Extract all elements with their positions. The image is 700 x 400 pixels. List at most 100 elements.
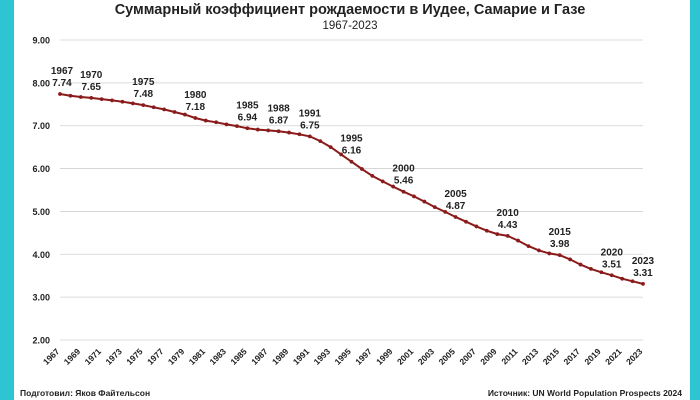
chart-title: Суммарный коэффициент рождаемости в Иуде…	[114, 2, 586, 18]
x-tick-label: 2009	[478, 346, 499, 367]
author-credit: Подготовил: Яков Файтельсон	[20, 388, 151, 398]
data-label-year: 1967	[51, 66, 74, 77]
data-point	[360, 167, 364, 171]
x-tick-label: 1967	[41, 346, 62, 367]
data-label-year: 2000	[392, 164, 415, 175]
x-tick-label: 2017	[561, 346, 582, 367]
data-point	[214, 120, 219, 125]
data-point	[235, 124, 239, 129]
x-tick-label: 1969	[62, 346, 83, 367]
data-label-year: 2005	[444, 189, 467, 200]
x-tick-label: 2001	[395, 346, 416, 367]
data-point	[307, 134, 312, 139]
data-point	[432, 205, 437, 210]
data-point	[401, 189, 406, 194]
x-tick-label: 2003	[416, 346, 437, 367]
data-label-year: 1988	[268, 103, 291, 114]
x-tick-label: 1989	[270, 346, 291, 367]
data-point	[349, 159, 354, 164]
x-tick-label: 1993	[312, 346, 333, 367]
right-accent-bar	[690, 0, 700, 400]
x-tick-label: 1983	[208, 346, 229, 367]
data-point	[495, 232, 500, 237]
x-tick-label: 1995	[332, 346, 353, 367]
data-label-value: 3.98	[550, 239, 570, 250]
y-tick-label: 7.00	[32, 121, 50, 131]
x-tick-label: 1979	[166, 346, 187, 367]
series-line	[59, 93, 644, 285]
y-tick-label: 2.00	[32, 336, 50, 346]
data-point	[453, 215, 458, 219]
x-tick-label: 2015	[541, 346, 562, 367]
data-point	[276, 129, 281, 134]
data-point	[172, 110, 177, 114]
data-point	[630, 279, 635, 284]
data-label-value: 3.31	[633, 268, 653, 279]
data-point	[422, 199, 427, 204]
data-label-year: 1995	[340, 134, 363, 145]
data-label-year: 2015	[549, 227, 572, 238]
left-accent-bar	[0, 0, 14, 400]
x-tick-label: 2007	[457, 346, 478, 367]
data-point	[547, 251, 552, 256]
data-point	[99, 97, 104, 102]
data-label-year: 1970	[80, 70, 103, 81]
data-point	[557, 253, 562, 258]
x-tick-label: 2005	[437, 346, 458, 367]
data-point	[464, 219, 468, 224]
x-tick-label: 1991	[291, 346, 312, 367]
data-label-year: 1991	[299, 108, 322, 119]
data-point	[609, 273, 614, 278]
data-point	[318, 139, 323, 144]
source-credit: Источник: UN World Population Prospects …	[487, 388, 682, 398]
data-point	[287, 130, 291, 135]
data-label-year: 2023	[632, 256, 655, 267]
data-label-value: 4.87	[446, 201, 466, 212]
y-tick-label: 3.00	[32, 293, 50, 303]
data-point	[183, 112, 187, 117]
x-tick-label: 1999	[374, 346, 395, 367]
data-point	[224, 122, 229, 127]
data-label-value: 6.75	[300, 120, 320, 131]
data-point	[370, 173, 375, 178]
data-label-year: 2010	[497, 208, 520, 219]
data-point	[78, 95, 83, 99]
data-label-year: 1975	[132, 77, 155, 88]
data-point	[599, 270, 604, 275]
x-tick-label: 1971	[83, 346, 104, 367]
data-label-value: 3.51	[602, 259, 622, 270]
data-point	[110, 98, 114, 103]
data-point	[58, 92, 62, 96]
data-point	[266, 128, 271, 133]
data-point	[516, 238, 520, 243]
x-tick-label: 1985	[228, 346, 249, 367]
data-label-year: 2020	[601, 247, 624, 258]
data-point	[568, 257, 573, 262]
y-tick-label: 9.00	[32, 36, 50, 46]
data-point	[641, 281, 645, 286]
x-tick-label: 1987	[249, 346, 270, 367]
x-tick-label: 2013	[520, 346, 541, 367]
data-point	[484, 228, 489, 233]
data-point	[505, 233, 510, 238]
data-point	[412, 194, 416, 199]
data-label-value: 7.18	[186, 102, 206, 113]
data-point	[120, 99, 125, 104]
data-label-value: 6.87	[269, 115, 289, 126]
data-point	[339, 152, 343, 157]
data-point	[536, 248, 541, 253]
data-point	[255, 127, 260, 132]
data-label-value: 6.94	[238, 112, 258, 123]
x-tick-label: 1973	[103, 346, 124, 367]
x-tick-label: 1981	[187, 346, 208, 367]
data-point	[130, 101, 135, 106]
data-label-value: 7.48	[134, 89, 154, 100]
y-tick-label: 6.00	[32, 164, 50, 174]
data-label-value: 4.43	[498, 220, 518, 231]
data-point	[297, 132, 302, 137]
data-point	[526, 244, 531, 249]
x-tick-label: 2023	[624, 346, 645, 367]
x-tick-label: 2021	[603, 346, 624, 367]
